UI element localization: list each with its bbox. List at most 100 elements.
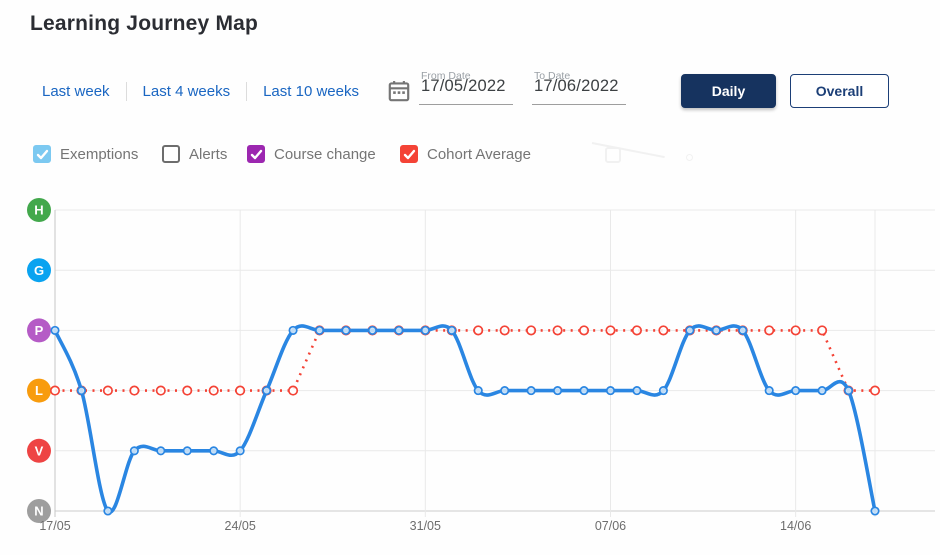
journey-point[interactable]: [817, 386, 827, 396]
journey-point[interactable]: [473, 386, 483, 396]
cohort-point[interactable]: [578, 325, 590, 336]
daily-button[interactable]: Daily: [681, 74, 776, 108]
legend-label: Course change: [274, 145, 376, 163]
journey-point[interactable]: [764, 386, 774, 396]
x-axis-label: 24/05: [225, 519, 256, 533]
cohort-point[interactable]: [605, 325, 616, 336]
level-badge-letter: N: [34, 504, 43, 519]
level-badge-letter: L: [35, 383, 43, 398]
cohort-point[interactable]: [155, 385, 166, 396]
level-badge-V: [27, 438, 51, 463]
journey-point[interactable]: [314, 325, 325, 335]
journey-point[interactable]: [182, 446, 192, 456]
journey-point[interactable]: [738, 325, 748, 335]
journey-point[interactable]: [420, 325, 430, 335]
journey-point[interactable]: [209, 446, 219, 456]
level-badge-N: [27, 499, 51, 523]
x-axis-label: 31/05: [410, 519, 441, 533]
to-date-input[interactable]: 17/06/2022: [534, 77, 619, 95]
chart-area: H G P L V N 17/05 24/05 31/05 07/06 14/06: [0, 190, 940, 552]
from-date-field: From Date 17/05/2022: [419, 68, 513, 106]
cohort-point[interactable]: [288, 385, 299, 396]
level-badge-letter: G: [34, 263, 44, 278]
range-link-last-4-weeks[interactable]: Last 4 weeks: [142, 83, 231, 100]
legend-label: Exemptions: [60, 145, 139, 163]
ghost-legend-artifact: [590, 138, 700, 168]
to-date-field: To Date 17/06/2022: [532, 68, 626, 106]
journey-line: [53, 324, 877, 514]
cohort-point[interactable]: [817, 325, 828, 336]
input-underline: [419, 104, 513, 105]
divider: [125, 82, 127, 101]
journey-point[interactable]: [500, 386, 510, 396]
cohort-point[interactable]: [631, 325, 642, 336]
legend-item-alerts[interactable]: Alerts: [162, 145, 227, 163]
cohort-point[interactable]: [526, 325, 537, 336]
journey-point[interactable]: [76, 386, 87, 396]
journey-point[interactable]: [394, 325, 404, 335]
cohort-point[interactable]: [658, 325, 669, 336]
journey-point[interactable]: [658, 386, 668, 396]
cohort-point[interactable]: [235, 385, 246, 396]
journey-point[interactable]: [579, 386, 589, 396]
legend-item-exemptions[interactable]: Exemptions: [33, 145, 138, 163]
cohort-average-checkbox[interactable]: [400, 145, 418, 163]
legend-item-course-change[interactable]: Course change: [247, 145, 376, 163]
legend-label: Cohort Average: [427, 145, 531, 163]
journey-point[interactable]: [791, 386, 801, 396]
journey-point[interactable]: [870, 506, 880, 516]
cohort-point[interactable]: [552, 325, 563, 336]
cohort-point[interactable]: [129, 385, 140, 396]
level-badge-letter: H: [34, 203, 43, 218]
range-link-last-week[interactable]: Last week: [42, 83, 110, 100]
journey-point[interactable]: [367, 325, 377, 335]
from-date-label: From Date: [421, 70, 471, 82]
cohort-point[interactable]: [102, 385, 113, 396]
journey-point[interactable]: [129, 446, 139, 456]
journey-point[interactable]: [526, 386, 536, 396]
journey-point[interactable]: [288, 325, 298, 335]
cohort-point[interactable]: [790, 325, 801, 336]
journey-point[interactable]: [235, 446, 245, 456]
journey-point[interactable]: [341, 325, 351, 335]
quick-range-links: Last week Last 4 weeks Last 10 weeks: [42, 82, 359, 101]
legend-label: Alerts: [189, 145, 228, 163]
cohort-point[interactable]: [764, 325, 775, 336]
level-badge-P: [27, 318, 51, 343]
cohort-point[interactable]: [869, 385, 881, 396]
level-badge-letter: V: [35, 443, 44, 458]
alerts-checkbox[interactable]: [162, 145, 180, 163]
level-badge-G: [27, 258, 51, 283]
exemptions-checkbox[interactable]: [33, 145, 51, 163]
journey-point[interactable]: [685, 325, 695, 335]
cohort-point[interactable]: [182, 385, 193, 396]
page-title: Learning Journey Map: [30, 12, 259, 35]
range-link-last-10-weeks[interactable]: Last 10 weeks: [263, 83, 359, 100]
cohort-point[interactable]: [499, 325, 510, 336]
journey-point[interactable]: [156, 446, 166, 456]
calendar-icon[interactable]: [386, 78, 412, 104]
cohort-point[interactable]: [49, 385, 61, 396]
x-axis-label: 14/06: [780, 519, 811, 533]
legend-item-cohort-average[interactable]: Cohort Average: [400, 145, 531, 163]
cohort-point[interactable]: [473, 325, 484, 336]
from-date-input[interactable]: 17/05/2022: [421, 77, 506, 95]
cohort-point[interactable]: [208, 385, 219, 396]
level-badge-L: [27, 378, 51, 403]
level-badge-letter: P: [35, 323, 44, 338]
course-change-checkbox[interactable]: [247, 145, 265, 163]
journey-point[interactable]: [447, 325, 457, 335]
journey-point[interactable]: [262, 386, 272, 396]
divider: [246, 82, 248, 101]
journey-point[interactable]: [843, 386, 854, 396]
x-axis-label: 17/05: [39, 519, 70, 533]
journey-point[interactable]: [50, 325, 60, 335]
journey-point[interactable]: [632, 386, 642, 396]
journey-point[interactable]: [103, 506, 113, 516]
level-badge-H: [27, 198, 51, 222]
overall-button[interactable]: Overall: [790, 74, 889, 108]
journey-point[interactable]: [711, 325, 721, 335]
journey-point[interactable]: [553, 386, 563, 396]
journey-point[interactable]: [605, 386, 616, 396]
